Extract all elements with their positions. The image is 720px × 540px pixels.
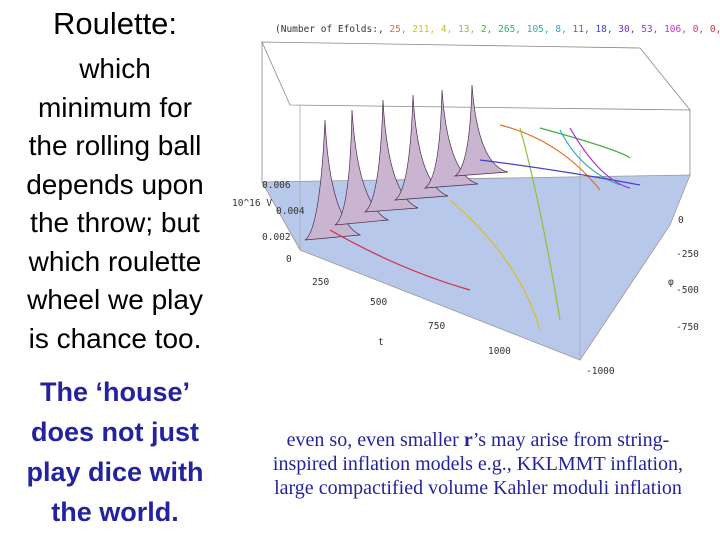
trajectory — [559, 129, 621, 186]
header-item: 8, — [550, 24, 567, 35]
header-item: 105, — [521, 24, 550, 35]
tick-label: -750 — [676, 322, 699, 333]
caption: even so, even smaller r’s may arise from… — [268, 428, 688, 500]
text-line: depends upon — [26, 168, 204, 200]
peaks — [304, 84, 509, 241]
peak — [453, 84, 509, 177]
axis-label: φ — [668, 277, 674, 288]
box-top — [261, 41, 691, 111]
text-line: the rolling ball — [28, 130, 202, 161]
axis-label: 10^16 V — [232, 198, 272, 209]
text-line: The ‘house’ — [39, 377, 191, 407]
trajectory — [329, 229, 471, 291]
header-item: 13, — [452, 24, 475, 35]
header-item: 2, — [475, 24, 492, 35]
header-item: 0, — [687, 24, 704, 35]
left-text: which minimum for the rolling ball depends … — [0, 50, 230, 358]
tick-label: 0.002 — [262, 232, 291, 243]
plot-header: (Number of Efolds:, 25, 211, 4, 13, 2, 2… — [275, 24, 720, 35]
trajectories — [329, 124, 641, 331]
text-line: which roulette — [28, 245, 202, 277]
header-item: (Number of Efolds:, — [275, 24, 384, 35]
header-item: 30, — [613, 24, 636, 35]
header-item: 4, — [435, 24, 452, 35]
header-item: 0, — [704, 24, 720, 35]
tick-label: 250 — [312, 277, 329, 288]
text-line: the world. — [51, 497, 179, 527]
plot: (Number of Efolds:, 25, 211, 4, 13, 2, 2… — [232, 24, 720, 377]
caption-part: even so, even smaller — [286, 429, 464, 451]
title: Roulette: — [52, 6, 178, 41]
text-line: the throw; but — [30, 207, 200, 238]
trajectory — [479, 159, 641, 186]
tick-label: 500 — [370, 297, 387, 308]
header-item: 25, — [384, 24, 407, 35]
tick-label: 0 — [678, 215, 684, 226]
tick-label: 0 — [286, 254, 292, 265]
trajectory — [499, 124, 601, 191]
text-line: which — [79, 53, 151, 84]
text-line: minimum for — [37, 91, 192, 123]
axis-label: t — [378, 337, 384, 348]
peak — [423, 89, 479, 189]
house-text: The ‘house’ does not just play dice with th… — [0, 372, 230, 532]
tick-label: 1000 — [488, 346, 511, 357]
text-line: wheel we play — [27, 284, 203, 315]
header-item: 53, — [635, 24, 658, 35]
text-line: does not just — [31, 417, 199, 447]
trajectory — [539, 127, 631, 159]
trajectory — [449, 199, 541, 331]
tick-label: -1000 — [586, 366, 615, 377]
tick-label: 0.004 — [276, 206, 305, 217]
caption-part: ’s may arise from string-inspired inflat… — [272, 429, 684, 499]
header-item: 106, — [658, 24, 687, 35]
caption-part: r — [463, 429, 473, 451]
text-line: is chance too. — [28, 322, 202, 354]
trajectory — [519, 127, 561, 321]
tick-label: 750 — [428, 321, 445, 332]
header-item: 18, — [590, 24, 613, 35]
header-item: 265, — [492, 24, 521, 35]
header-item: 11, — [567, 24, 590, 35]
trajectory — [569, 127, 631, 189]
tick-label: 0.006 — [262, 180, 291, 191]
tick-label: -250 — [676, 249, 699, 260]
tick-label: -500 — [676, 285, 699, 296]
header-item: 211, — [407, 24, 436, 35]
text-line: play dice with — [26, 457, 204, 487]
